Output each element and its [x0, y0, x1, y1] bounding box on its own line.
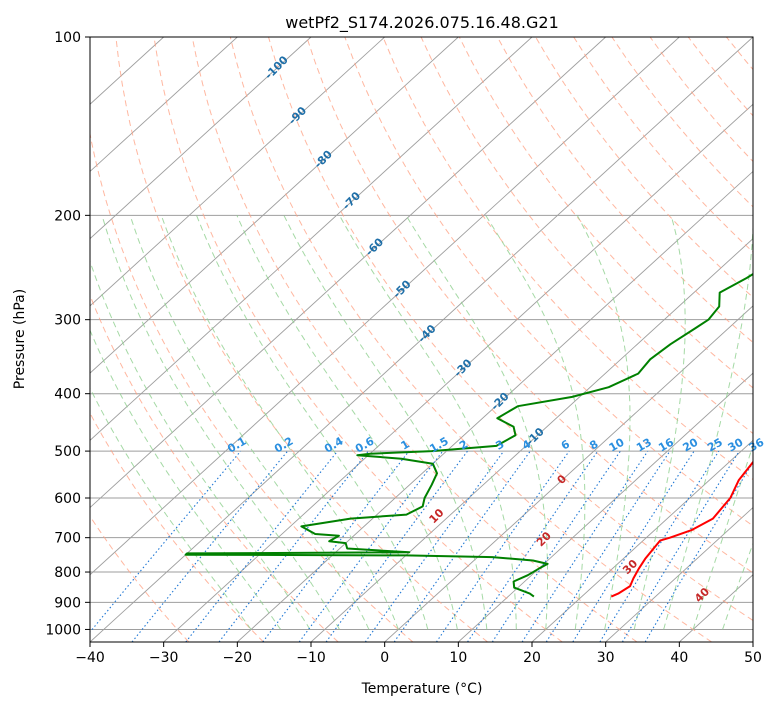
isotherm-line	[16, 37, 679, 642]
chart-title: wetPf2_S174.2026.075.16.48.G21	[285, 13, 559, 33]
y-tick-label: 500	[54, 444, 81, 460]
moist-adiabat-label: 30	[620, 557, 640, 577]
mixing-ratio-label: 13	[634, 436, 654, 455]
moist-adiabat-line	[161, 215, 398, 629]
mixing-ratio-label: 10	[607, 435, 627, 454]
mixing-ratio-label: 0.6	[353, 434, 377, 455]
moist-adiabat-line	[102, 215, 340, 629]
mixing-ratio-line	[186, 451, 338, 642]
mixing-ratio-label: 20	[680, 435, 700, 454]
dry-adiabat-line	[688, 37, 775, 642]
x-tick-label: 50	[744, 650, 762, 666]
y-tick-label: 200	[54, 208, 81, 224]
mixing-ratio-line	[299, 451, 443, 642]
y-tick-label: 900	[54, 595, 81, 611]
moist-adiabat-label: 20	[534, 529, 554, 549]
mixing-ratio-label: 1.5	[427, 435, 450, 456]
mixing-ratio-label: 16	[656, 435, 676, 454]
x-tick-label: 40	[670, 650, 688, 666]
moist-adiabat-label: 10	[427, 506, 447, 526]
x-tick-label: 30	[597, 650, 615, 666]
dry-adiabat-line	[497, 37, 775, 642]
dry-adiabat-line	[345, 37, 775, 642]
isotherm-line	[0, 37, 237, 642]
y-tick-label: 100	[54, 30, 81, 46]
mixing-ratio-line	[468, 451, 598, 642]
mixing-ratio-label: 0.4	[322, 434, 346, 455]
y-tick-label: 700	[54, 531, 81, 547]
y-axis-label: Pressure (hPa)	[12, 289, 28, 389]
plot-area	[0, 37, 775, 642]
x-tick-label: −10	[296, 650, 326, 666]
dry-adiabat-line	[421, 37, 775, 642]
dry-adiabat-line	[765, 37, 775, 642]
dry-adiabat-line	[269, 37, 775, 642]
x-tick-label: 0	[380, 650, 389, 666]
dry-adiabat-line	[192, 37, 637, 642]
moist-adiabat-line	[634, 215, 685, 629]
mixing-ratio-line	[82, 451, 241, 642]
mixing-ratio-line	[600, 451, 719, 642]
y-tick-label: 400	[54, 387, 81, 403]
dry-adiabat-line	[574, 37, 775, 642]
mixing-ratio-line	[622, 451, 739, 642]
isotherm-line	[0, 37, 385, 642]
x-tick-label: −20	[223, 650, 253, 666]
dry-adiabat-line	[78, 37, 413, 642]
x-tick-label: 20	[523, 650, 541, 666]
mixing-ratio-label: 36	[746, 435, 766, 454]
dry-adiabat-line	[650, 37, 775, 642]
moist-adiabat-line	[284, 215, 487, 629]
y-tick-label: 300	[54, 313, 81, 329]
mixing-ratio-label: 0.2	[272, 435, 295, 456]
dry-adiabat-line	[536, 37, 775, 642]
mixing-ratio-label: 30	[726, 435, 746, 454]
mixing-ratio-label: 1	[399, 438, 412, 453]
mixing-ratio-label: 0.1	[225, 435, 248, 456]
dry-adiabat-line	[230, 37, 711, 642]
isotherm-line	[0, 37, 606, 642]
mixing-ratio-label: 6	[559, 437, 572, 452]
isotherm-line	[0, 37, 311, 642]
moist-adiabat-line	[693, 215, 775, 629]
mixing-ratio-label: 25	[705, 436, 725, 455]
x-tick-label: 10	[449, 650, 467, 666]
mixing-ratio-line	[263, 451, 409, 642]
x-tick-label: −30	[149, 650, 179, 666]
dry-adiabat-line	[154, 37, 562, 642]
mixing-ratio-line	[436, 451, 569, 642]
x-axis-label: Temperature (°C)	[361, 681, 483, 697]
y-tick-label: 1000	[45, 622, 81, 638]
temperature-profile-line	[611, 37, 775, 597]
x-tick-label: −40	[75, 650, 105, 666]
dry-adiabat-line	[1, 37, 263, 642]
mixing-ratio-label: 8	[587, 438, 600, 453]
y-tick-label: 600	[54, 491, 81, 507]
isotherm-line	[753, 37, 775, 642]
dry-adiabat-line	[116, 37, 488, 642]
isotherm-label: -100	[262, 53, 291, 82]
mixing-ratio-line	[132, 451, 288, 642]
mixing-ratio-line	[573, 451, 694, 642]
y-tick-label: 800	[54, 565, 81, 581]
mixing-ratio-label: 3	[493, 438, 506, 453]
dewpoint-profile-line	[186, 37, 775, 597]
